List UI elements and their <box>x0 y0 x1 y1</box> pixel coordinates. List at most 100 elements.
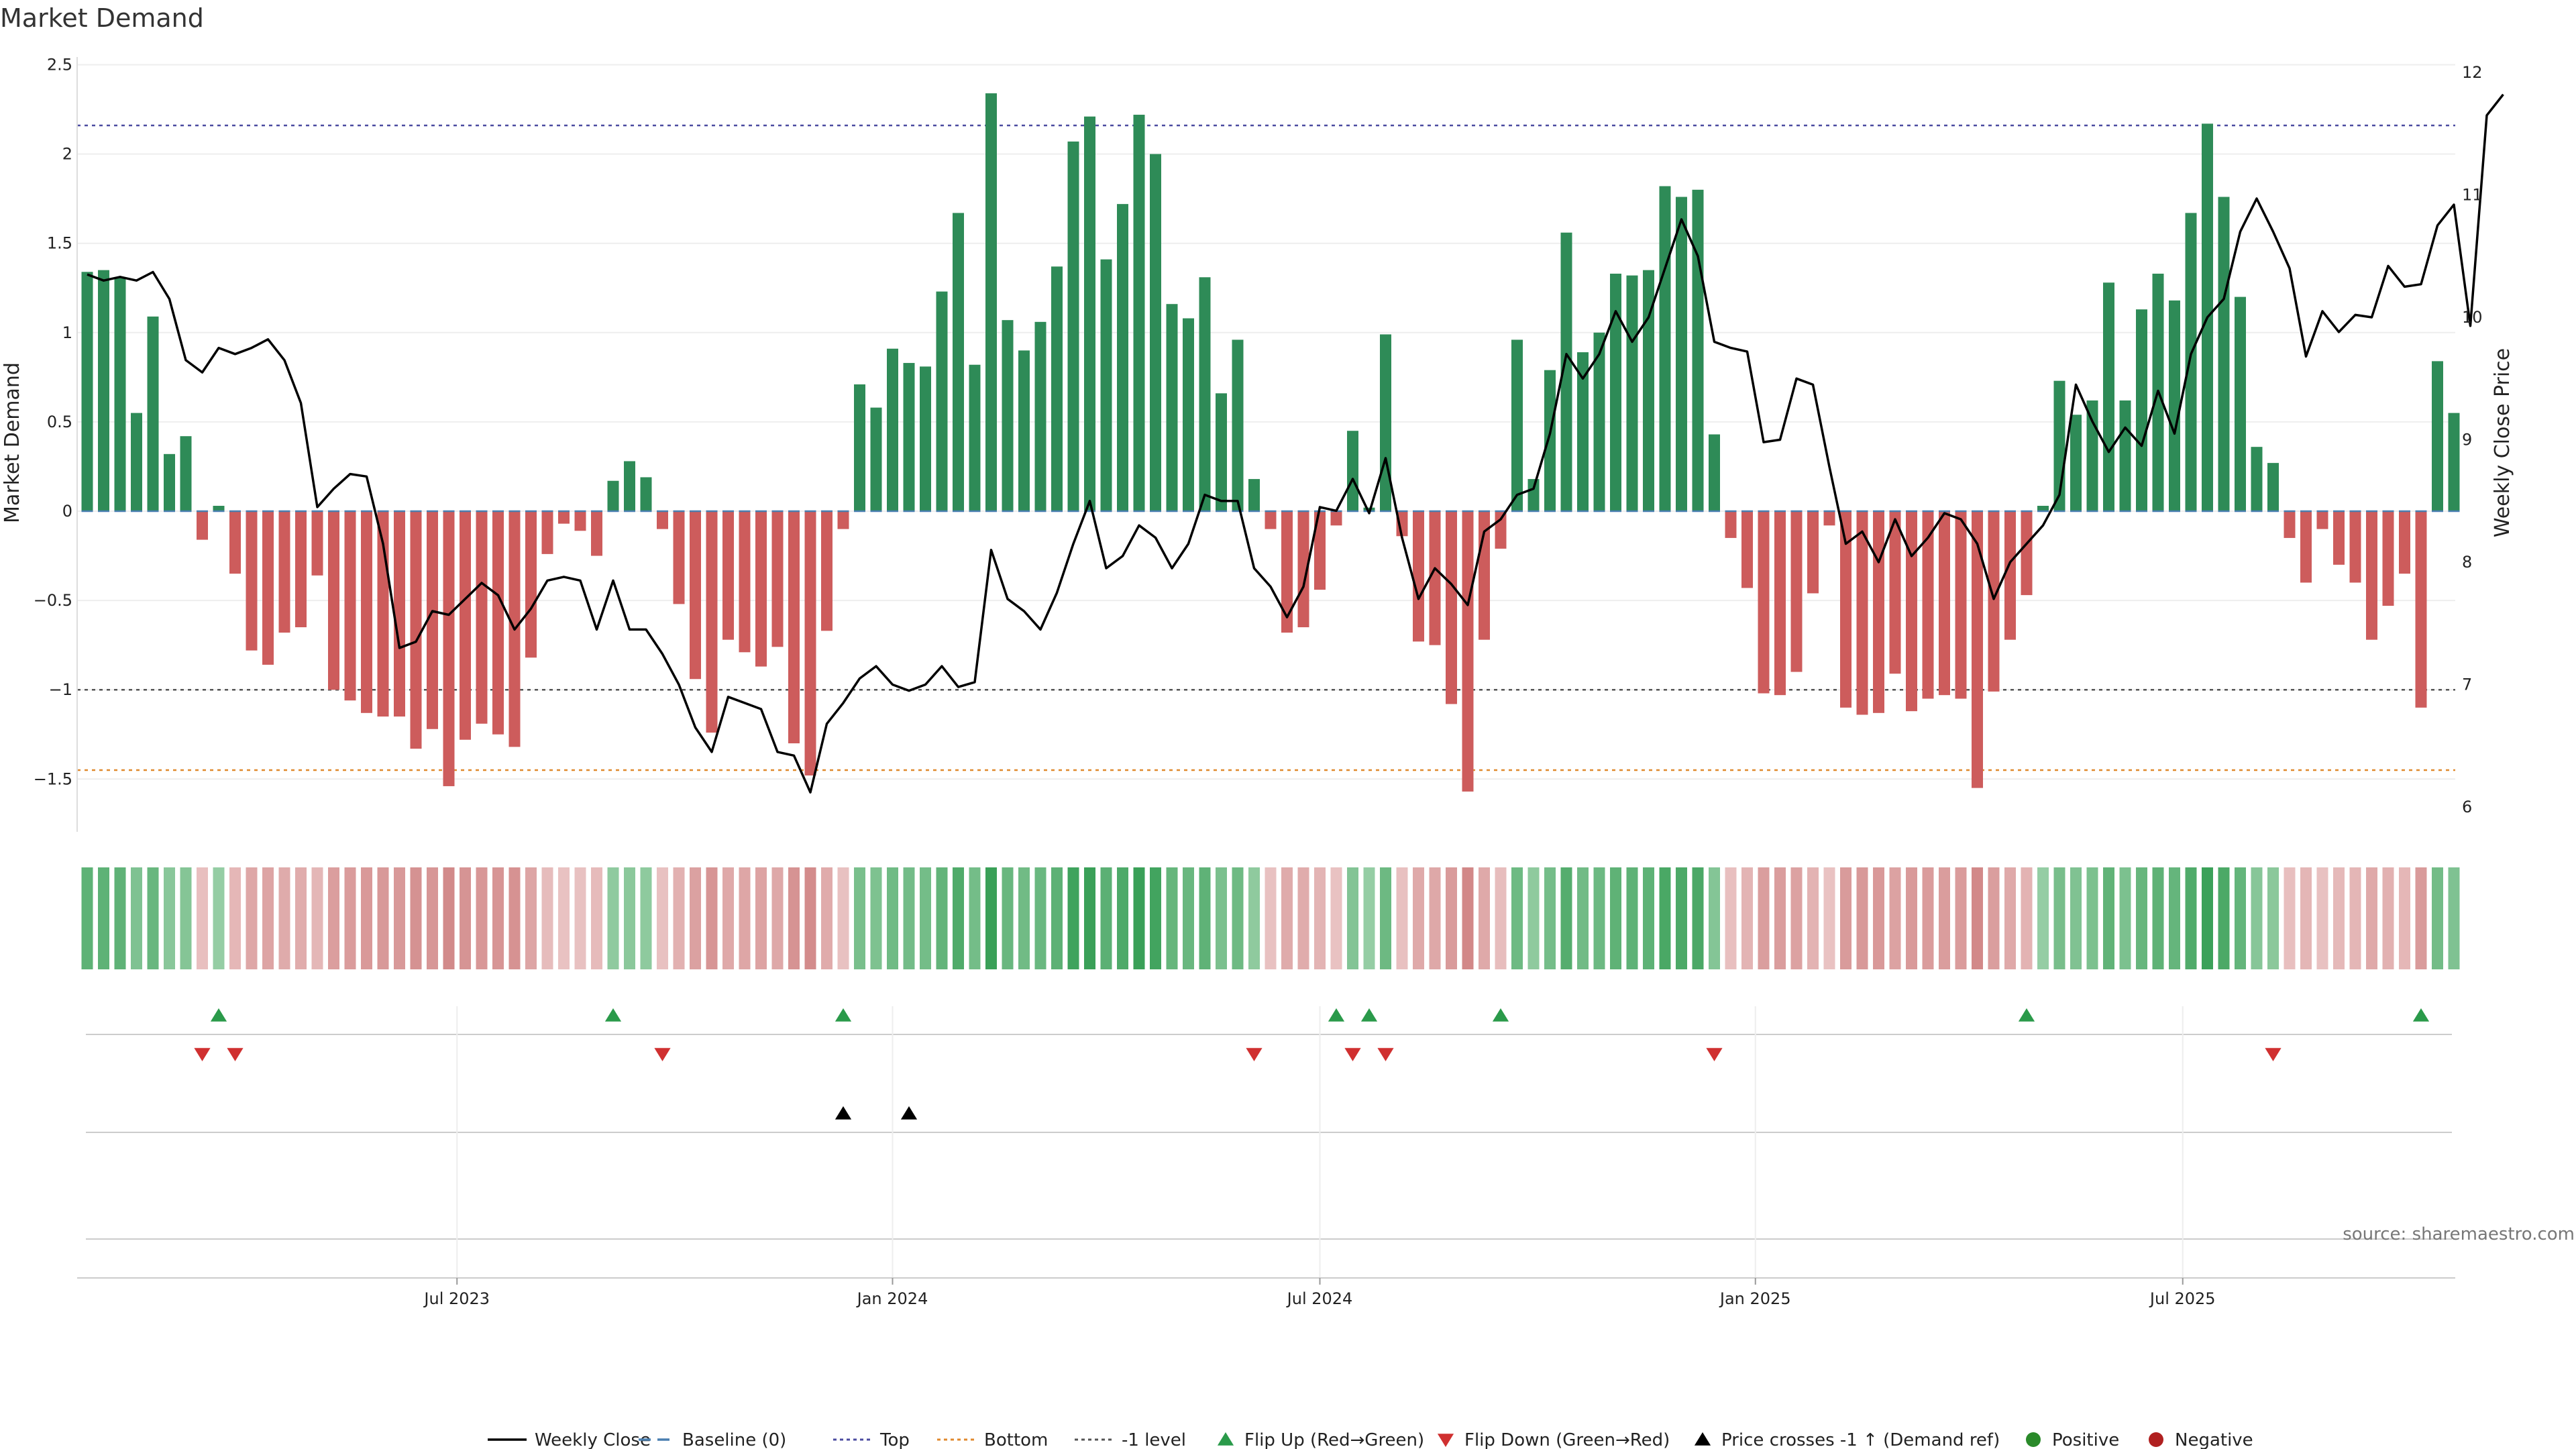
demand-bar-122 <box>2086 400 2098 511</box>
demand-bar-23 <box>460 511 471 740</box>
heat-cell-115 <box>1972 867 1983 969</box>
demand-bar-34 <box>640 477 652 511</box>
heat-cell-73 <box>1281 867 1293 969</box>
demand-bar-0 <box>81 272 93 511</box>
demand-bar-113 <box>1939 511 1950 696</box>
demand-bar-54 <box>969 364 981 511</box>
demand-bar-77 <box>1347 431 1358 511</box>
demand-bar-119 <box>2037 506 2049 511</box>
left-tick-label-6: −0.5 <box>34 591 72 610</box>
price-cross-marker-1 <box>900 1106 918 1120</box>
legend-item-4: -1 level <box>1075 1430 1186 1449</box>
heat-cell-61 <box>1084 867 1095 969</box>
demand-heat-strip <box>81 867 2460 969</box>
heat-cell-59 <box>1051 867 1063 969</box>
demand-bar-9 <box>229 511 241 574</box>
demand-bar-12 <box>278 511 290 633</box>
heat-cell-90 <box>1560 867 1572 969</box>
demand-bar-116 <box>1988 511 2000 692</box>
demand-bar-101 <box>1741 511 1753 588</box>
demand-bar-31 <box>591 511 602 556</box>
demand-bar-38 <box>706 511 718 733</box>
demand-bar-133 <box>2267 463 2279 511</box>
heat-cell-138 <box>2349 867 2361 969</box>
demand-bar-28 <box>541 511 553 554</box>
heat-cell-113 <box>1939 867 1950 969</box>
demand-bar-127 <box>2169 300 2180 511</box>
demand-bar-35 <box>657 511 668 529</box>
demand-bar-125 <box>2136 309 2147 511</box>
demand-bar-69 <box>1216 393 1227 511</box>
demand-bar-70 <box>1232 339 1244 511</box>
heat-cell-82 <box>1429 867 1441 969</box>
demand-bar-82 <box>1429 511 1441 645</box>
weekly-close-line <box>87 93 2504 794</box>
demand-bar-144 <box>2448 413 2460 511</box>
left-axis-label: Market Demand <box>1 362 24 523</box>
heat-cell-132 <box>2251 867 2263 969</box>
demand-bar-96 <box>1659 186 1671 511</box>
demand-bar-132 <box>2251 447 2263 511</box>
demand-bar-106 <box>1823 511 1835 526</box>
price-cross-marker-0 <box>835 1106 852 1120</box>
heat-cell-50 <box>903 867 915 969</box>
left-axis-ticks: 2.5 2 1.5 1 0.5 0 −0.5 −1 −1.5 <box>34 56 78 832</box>
heat-cell-20 <box>410 867 422 969</box>
heat-cell-127 <box>2169 867 2180 969</box>
flip-down-marker-7 <box>2265 1048 2282 1061</box>
demand-bar-53 <box>953 213 964 511</box>
demand-bar-103 <box>1774 511 1786 696</box>
heat-cell-2 <box>114 867 126 969</box>
heat-cell-106 <box>1823 867 1835 969</box>
heat-cell-78 <box>1363 867 1375 969</box>
demand-bar-102 <box>1758 511 1770 694</box>
reference-lines <box>77 124 2455 771</box>
heat-cell-77 <box>1347 867 1358 969</box>
demand-bar-117 <box>2004 511 2016 640</box>
heat-cell-38 <box>706 867 718 969</box>
flip-up-marker-3 <box>1328 1008 1345 1022</box>
demand-bar-16 <box>344 511 356 701</box>
heat-cell-118 <box>2021 867 2033 969</box>
heat-cell-93 <box>1610 867 1621 969</box>
heat-cell-133 <box>2267 867 2279 969</box>
demand-bar-8 <box>213 506 225 511</box>
legend-label-2: Top <box>879 1430 910 1449</box>
heat-cell-131 <box>2235 867 2246 969</box>
heat-cell-125 <box>2136 867 2147 969</box>
demand-bar-47 <box>854 384 865 511</box>
demand-bar-11 <box>262 511 274 665</box>
right-axis-ticks: 12 11 10 9 8 7 6 <box>2462 63 2483 816</box>
heat-cell-19 <box>394 867 405 969</box>
demand-bar-19 <box>394 511 405 717</box>
legend-label-9: Negative <box>2175 1430 2253 1449</box>
heat-cell-10 <box>246 867 258 969</box>
demand-bar-51 <box>920 366 931 511</box>
demand-bar-13 <box>295 511 307 628</box>
heat-cell-69 <box>1216 867 1227 969</box>
demand-bar-88 <box>1527 479 1540 511</box>
demand-bar-111 <box>1906 511 1917 712</box>
heat-cell-66 <box>1166 867 1178 969</box>
heat-cell-47 <box>854 867 865 969</box>
legend-item-6: Flip Down (Green→Red) <box>1437 1430 1670 1449</box>
demand-bar-79 <box>1380 334 1391 511</box>
heat-cell-107 <box>1840 867 1851 969</box>
demand-bar-139 <box>2366 511 2377 640</box>
heat-cell-15 <box>328 867 339 969</box>
demand-bar-30 <box>574 511 586 531</box>
heat-cell-81 <box>1413 867 1424 969</box>
right-tick-label-3: 9 <box>2462 431 2472 449</box>
x-tick-label-0: Jul 2023 <box>423 1289 490 1308</box>
legend-label-5: Flip Up (Red→Green) <box>1244 1430 1424 1449</box>
heat-cell-39 <box>722 867 734 969</box>
heat-cell-41 <box>755 867 767 969</box>
flip-down-marker-2 <box>654 1048 671 1061</box>
right-tick-label-0: 12 <box>2462 63 2483 82</box>
heat-cell-95 <box>1643 867 1654 969</box>
heat-cell-49 <box>887 867 898 969</box>
demand-bar-32 <box>607 480 619 511</box>
demand-bar-140 <box>2382 511 2394 606</box>
heat-cell-43 <box>788 867 800 969</box>
heat-cell-12 <box>278 867 290 969</box>
